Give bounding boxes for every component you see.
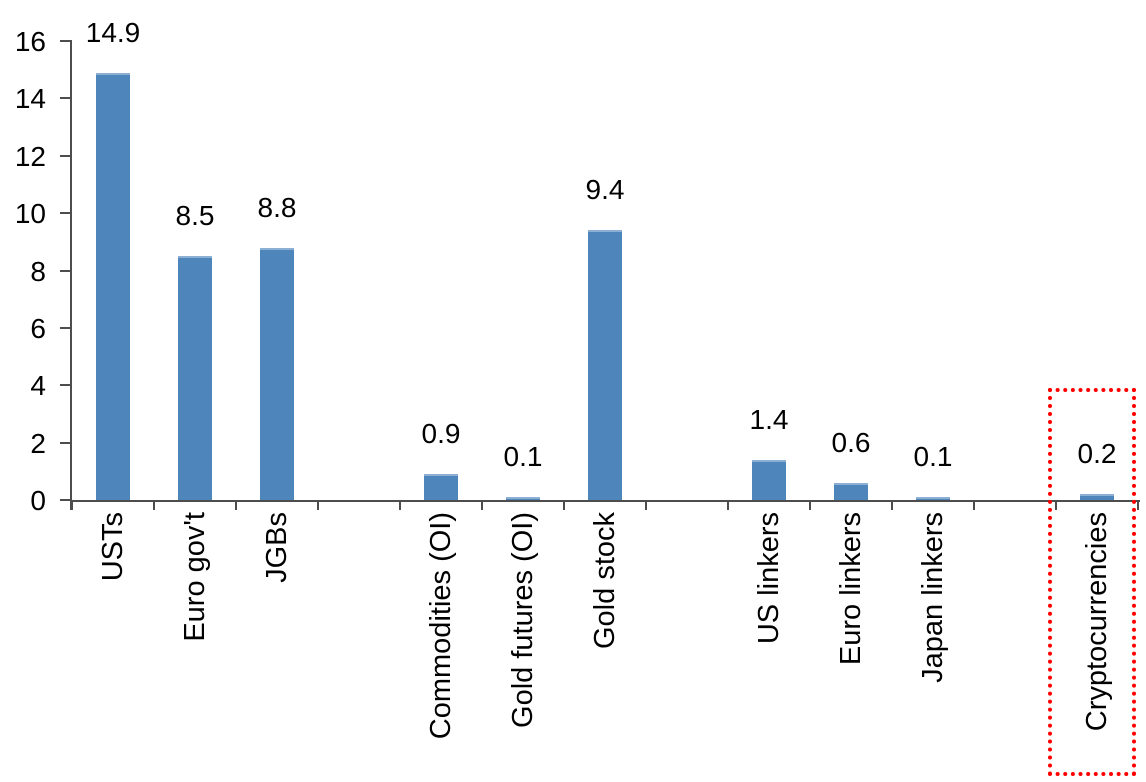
x-axis-tick (481, 500, 483, 510)
bar-value-label: 8.5 (175, 200, 215, 231)
x-axis-tick (645, 500, 647, 510)
y-axis-tick (60, 212, 71, 215)
bar-value-label: 1.4 (749, 404, 789, 435)
bar-value-label: 0.6 (831, 427, 871, 458)
x-axis-label: Japan linkers (916, 512, 949, 683)
x-axis-label: Gold stock (588, 512, 621, 649)
y-axis-tick (60, 384, 71, 387)
x-axis-tick (809, 500, 811, 510)
y-axis-tick-label: 6 (30, 312, 46, 344)
y-axis-tick-label: 10 (14, 198, 46, 230)
bar-value-label: 0.2 (1077, 438, 1117, 469)
y-axis-tick-label: 14 (14, 83, 46, 115)
y-axis-line (70, 40, 72, 510)
y-axis-tick (60, 269, 71, 272)
x-axis-tick (71, 500, 73, 510)
x-axis-label: USTs (96, 512, 129, 582)
bar-value-label: 9.4 (585, 174, 625, 205)
x-axis-label: Commodities (OI) (424, 512, 457, 740)
bar (588, 230, 622, 500)
x-axis-tick (563, 500, 565, 510)
x-axis-label: Euro linkers (834, 512, 867, 666)
y-axis-tick-label: 2 (30, 427, 46, 459)
bar (752, 460, 786, 500)
x-axis-label: US linkers (752, 512, 785, 645)
bar (260, 248, 294, 500)
bar-value-label: 0.9 (421, 418, 461, 449)
x-axis-tick (317, 500, 319, 510)
bar-value-label: 0.1 (913, 441, 953, 472)
bar (834, 483, 868, 500)
x-axis-line (70, 500, 1140, 502)
bar (96, 73, 130, 500)
y-axis-tick (60, 441, 71, 444)
x-axis-tick (235, 500, 237, 510)
bar-value-label: 8.8 (257, 192, 297, 223)
y-axis-tick-label: 16 (14, 26, 46, 57)
x-axis-label: Gold futures (OI) (506, 512, 539, 728)
x-axis-tick (727, 500, 729, 510)
y-axis-tick (60, 154, 71, 157)
bar (916, 497, 950, 500)
x-axis-tick (1137, 500, 1139, 510)
x-axis-label: JGBs (260, 512, 293, 583)
highlight-box-cryptocurrencies (1048, 388, 1136, 776)
y-axis-tick-label: 0 (30, 485, 46, 516)
x-axis-tick (1055, 500, 1057, 510)
y-axis-tick (60, 97, 71, 100)
y-axis-tick-label: 8 (30, 255, 46, 287)
bar (178, 256, 212, 500)
bar-value-label: 14.9 (85, 17, 141, 48)
bar (424, 474, 458, 500)
bar-value-label: 0.1 (503, 441, 543, 472)
x-axis-tick (973, 500, 975, 510)
y-axis-tick-label: 12 (14, 140, 46, 172)
x-axis-tick (399, 500, 401, 510)
bar (506, 497, 540, 500)
bar (1080, 494, 1114, 500)
x-axis-tick (891, 500, 893, 510)
y-axis-tick (60, 326, 71, 329)
y-axis-tick-label: 4 (30, 370, 46, 402)
x-axis-label: Euro gov't (178, 512, 211, 642)
x-axis-tick (153, 500, 155, 510)
y-axis-tick (60, 40, 71, 42)
y-axis-tick (60, 499, 71, 501)
